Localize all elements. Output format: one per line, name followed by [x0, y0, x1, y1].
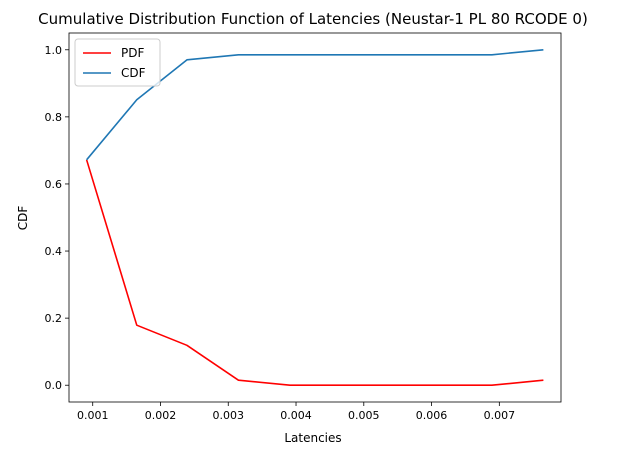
y-axis-label: CDF	[16, 206, 30, 231]
y-axis-ticks: 0.0 0.2 0.4 0.6 0.8 1.0	[45, 44, 69, 392]
y-tick-label: 0.6	[45, 178, 63, 191]
legend: PDF CDF	[74, 38, 161, 87]
x-tick-label: 0.007	[484, 409, 516, 422]
chart-title: Cumulative Distribution Function of Late…	[38, 10, 588, 28]
x-tick-label: 0.002	[145, 409, 177, 422]
legend-label-cdf: CDF	[121, 66, 146, 80]
x-tick-label: 0.005	[348, 409, 380, 422]
y-tick-label: 0.4	[45, 245, 63, 258]
series-line-cdf	[86, 48, 544, 161]
series-lines	[85, 48, 544, 387]
series-line-pdf	[85, 159, 544, 387]
y-tick-label: 0.0	[45, 379, 63, 392]
x-tick-label: 0.001	[77, 409, 109, 422]
legend-box	[74, 38, 161, 87]
y-tick-label: 1.0	[45, 44, 63, 57]
x-tick-label: 0.004	[280, 409, 312, 422]
x-tick-label: 0.006	[416, 409, 448, 422]
plot-frame	[68, 32, 562, 403]
x-axis-label: Latencies	[284, 431, 341, 445]
y-tick-label: 0.2	[45, 312, 63, 325]
x-tick-label: 0.003	[213, 409, 245, 422]
plot-area	[68, 32, 562, 403]
y-tick-label: 0.8	[45, 111, 63, 124]
legend-label-pdf: PDF	[121, 46, 144, 60]
x-axis-ticks: 0.001 0.002 0.003 0.004 0.005 0.006 0.007	[77, 402, 515, 422]
